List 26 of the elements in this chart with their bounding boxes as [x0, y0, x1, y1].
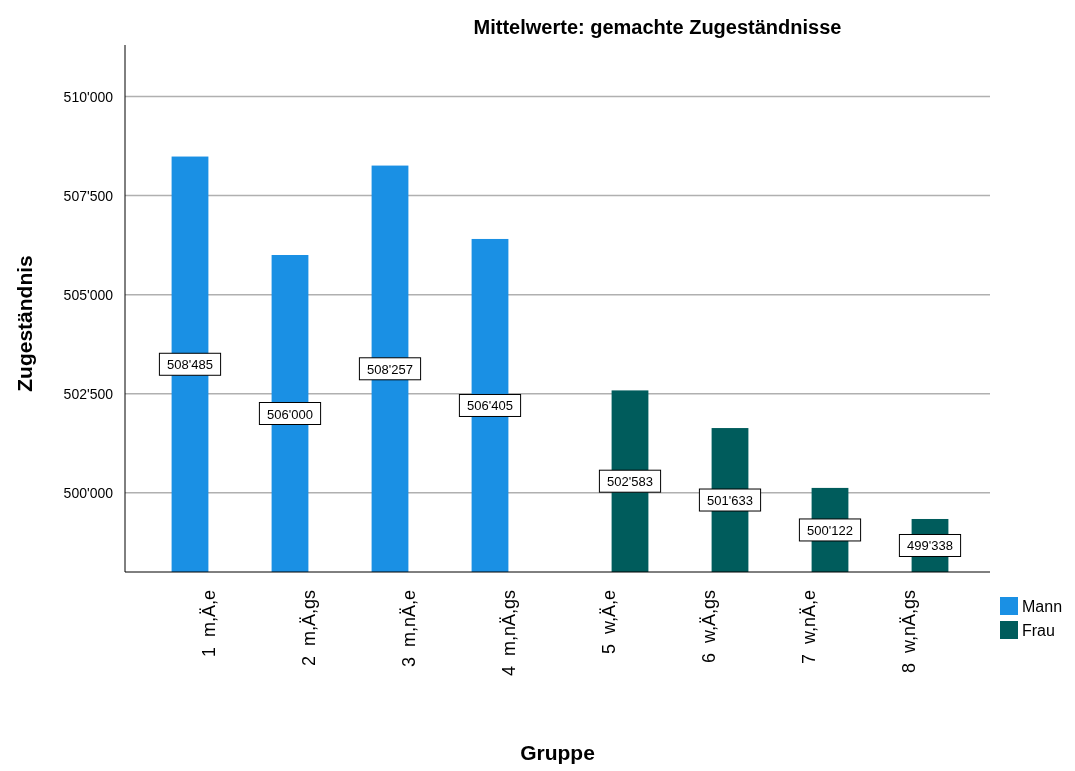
data-label: 502'583 [607, 474, 653, 490]
x-tick-label: 1 m,Ä,e [199, 590, 219, 658]
chart-title: Mittelwerte: gemachte Zugeständnisse [473, 16, 842, 38]
y-tick-label: 510'000 [63, 88, 114, 105]
x-tick-label: 3 m,nÄ,e [399, 590, 419, 668]
x-axis-title: Gruppe [520, 741, 595, 764]
legend-label: Frau [1022, 622, 1055, 639]
x-tick-label: 7 w,nÄ,e [799, 590, 819, 665]
data-label: 501'633 [707, 493, 753, 509]
x-tick-label: 6 w,Ä,gs [699, 590, 719, 664]
y-axis-title: Zugeständnis [13, 255, 36, 392]
x-tick-label: 2 m,Ä,gs [299, 590, 319, 667]
data-label: 506'405 [467, 398, 513, 414]
x-tick-label: 8 w,nÄ,gs [899, 590, 919, 674]
data-label: 508'485 [167, 357, 213, 373]
data-label: 506'000 [267, 406, 313, 422]
y-tick-label: 502'500 [63, 385, 114, 402]
x-tick-label: 4 m,nÄ,gs [499, 590, 519, 677]
y-tick-label: 505'000 [63, 286, 114, 303]
x-tick-label: 5 w,Ä,e [599, 590, 619, 655]
y-tick-label: 500'000 [63, 484, 114, 501]
data-label: 499'338 [907, 538, 953, 554]
data-label: 508'257 [367, 361, 413, 377]
legend-label: Mann [1022, 598, 1063, 615]
y-tick-label: 507'500 [63, 187, 114, 204]
data-label: 500'122 [807, 522, 853, 538]
